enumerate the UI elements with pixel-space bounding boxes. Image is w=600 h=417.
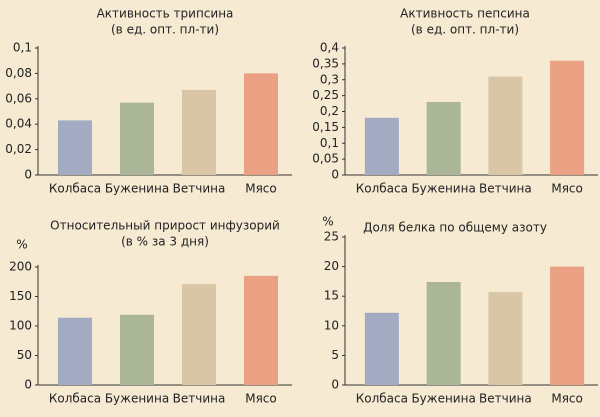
chart-title: Доля белка по общему азоту: [363, 221, 547, 235]
bar: [488, 76, 523, 175]
bar: [244, 275, 278, 385]
y-tick-label: 20: [324, 259, 339, 273]
x-tick-label: Буженина: [105, 182, 169, 196]
y-tick-label: 0: [24, 378, 32, 392]
bar: [364, 312, 399, 385]
y-tick-label: 200: [9, 260, 32, 274]
y-tick-label: 50: [17, 348, 32, 362]
bar: [182, 89, 216, 175]
y-tick-label: 0,15: [312, 120, 339, 134]
chart-subtitle: (в % за 3 дня): [121, 235, 209, 249]
bar: [364, 117, 399, 175]
y-tick-label: 0,06: [5, 91, 32, 105]
x-tick-label: Мясо: [245, 392, 277, 406]
y-tick-label: 150: [9, 289, 32, 303]
y-tick-label: 5: [331, 348, 339, 362]
chart-title: Активность пепсина: [400, 7, 530, 21]
y-tick-label: 100: [9, 319, 32, 333]
x-tick-label: Колбаса: [49, 182, 101, 196]
y-tick-label: 0: [331, 168, 339, 182]
y-tick-label: 0,02: [5, 142, 32, 156]
x-tick-label: Ветчина: [479, 392, 532, 406]
bar: [488, 292, 523, 385]
bar: [550, 60, 585, 176]
bar: [550, 266, 585, 385]
x-tick-label: Колбаса: [356, 392, 408, 406]
x-tick-label: Ветчина: [173, 392, 226, 406]
y-tick-label: 25: [324, 230, 339, 244]
x-tick-label: Буженина: [105, 392, 169, 406]
y-tick-label: 0,35: [312, 56, 339, 70]
bar: [58, 120, 92, 175]
y-tick-label: 0,08: [5, 66, 32, 80]
x-tick-label: Мясо: [245, 182, 277, 196]
y-axis-label: %: [322, 215, 333, 229]
y-tick-label: 0,1: [320, 136, 339, 150]
x-tick-label: Ветчина: [479, 182, 532, 196]
bar: [426, 281, 461, 385]
y-axis-label: %: [16, 238, 27, 252]
x-tick-label: Мясо: [551, 392, 583, 406]
y-tick-label: 0,25: [312, 88, 339, 102]
chart-subtitle: (в ед. опт. пл-ти): [111, 23, 219, 37]
bar: [426, 101, 461, 175]
y-tick-label: 0,04: [5, 117, 32, 131]
x-tick-label: Колбаса: [49, 392, 101, 406]
y-tick-label: 0,05: [312, 152, 339, 166]
x-tick-label: Мясо: [551, 182, 583, 196]
bar: [182, 284, 216, 385]
y-tick-label: 0: [24, 168, 32, 182]
y-tick-label: 0,1: [13, 41, 32, 55]
x-tick-label: Буженина: [411, 392, 475, 406]
bar: [120, 314, 154, 385]
y-tick-label: 0: [331, 378, 339, 392]
y-tick-label: 0,4: [320, 41, 339, 55]
chart-title: Относительный прирост инфузорий: [50, 219, 280, 233]
y-tick-label: 15: [324, 289, 339, 303]
x-tick-label: Ветчина: [173, 182, 226, 196]
y-tick-label: 10: [324, 318, 339, 332]
bar: [58, 317, 92, 385]
x-tick-label: Колбаса: [356, 182, 408, 196]
x-tick-label: Буженина: [411, 182, 475, 196]
bar: [120, 102, 154, 175]
y-tick-label: 0,3: [320, 72, 339, 86]
chart-subtitle: (в ед. опт. пл-ти): [411, 23, 519, 37]
y-tick-label: 0,2: [320, 104, 339, 118]
bar: [244, 73, 278, 175]
chart-title: Активность трипсина: [97, 7, 234, 21]
